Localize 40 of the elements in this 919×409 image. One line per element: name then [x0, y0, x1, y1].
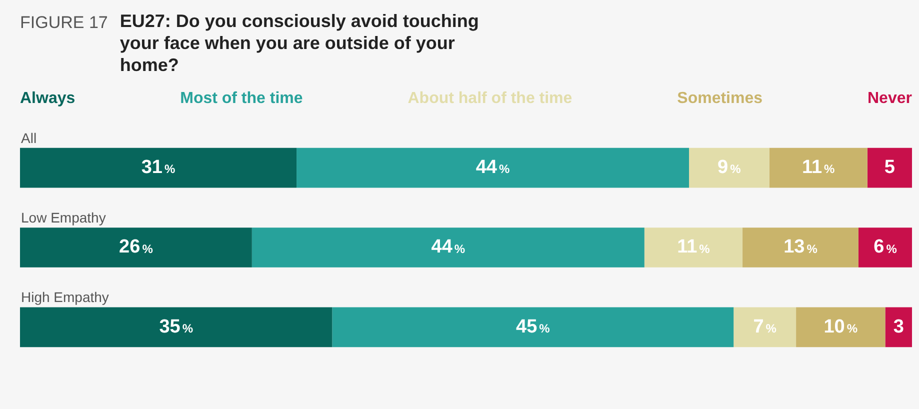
data-label: 11%	[677, 236, 710, 258]
data-label: 7%	[753, 316, 777, 338]
y-tick-label: All	[21, 130, 37, 146]
y-tick-label: High Empathy	[21, 289, 109, 306]
data-label: 10%	[824, 316, 858, 338]
data-label: 11%	[802, 157, 836, 178]
bar	[252, 228, 644, 268]
text: Most of the time	[180, 90, 303, 108]
data-label: 9%	[718, 157, 742, 178]
data-label: 35%	[159, 316, 194, 338]
bar	[20, 148, 297, 188]
data-label: 3	[893, 316, 904, 338]
bar	[332, 307, 734, 348]
bar	[644, 228, 743, 268]
data-label: 5	[884, 157, 896, 178]
bar	[734, 307, 796, 348]
bar	[742, 228, 858, 268]
data-label: 6%	[874, 236, 898, 258]
data-label: 13%	[784, 236, 818, 258]
bar	[858, 228, 912, 268]
bar	[796, 307, 886, 348]
y-tick-label: Low Empathy	[21, 209, 106, 226]
text: Never	[868, 90, 912, 108]
data-label: 44%	[431, 236, 466, 258]
bar	[689, 148, 770, 188]
bar	[20, 228, 252, 268]
bar	[885, 307, 912, 348]
chart-title: EU27: Do you consciously avoid touching your face when you are outside of your home?	[120, 10, 480, 76]
caption: FIGURE 17	[20, 12, 108, 34]
data-label: 44%	[476, 157, 510, 178]
bar	[20, 307, 332, 348]
text: Always	[20, 90, 76, 108]
bar	[769, 148, 868, 188]
text: About half of the time	[408, 90, 572, 108]
data-label: 45%	[516, 316, 550, 338]
data-label: 31%	[141, 157, 176, 178]
data-label: 26%	[119, 236, 154, 258]
bar	[867, 148, 912, 188]
text: Sometimes	[677, 90, 763, 108]
bar	[296, 148, 689, 188]
